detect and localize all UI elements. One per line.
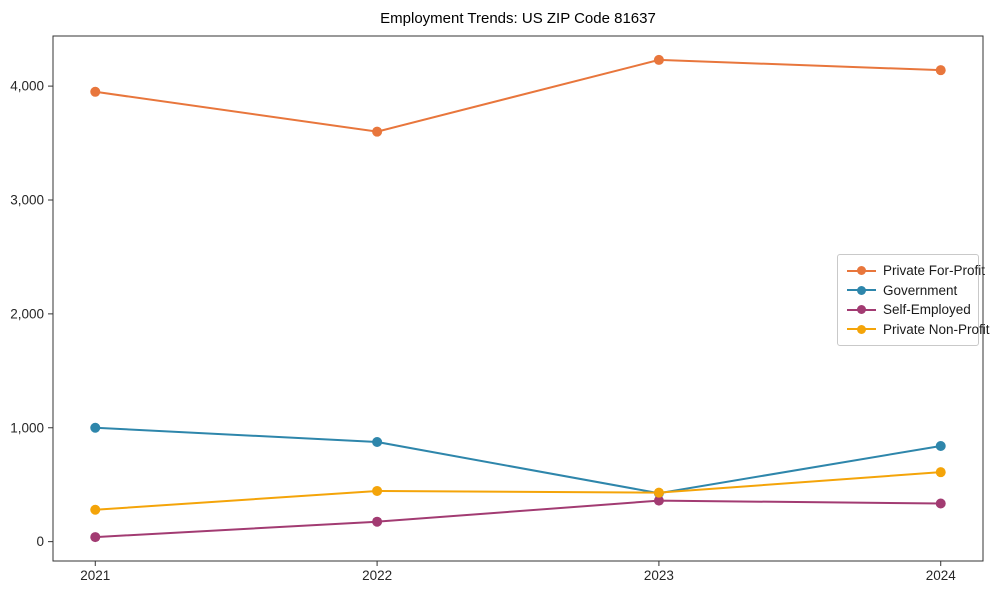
series-line-government [95,426,941,495]
x-tick-label: 2021 [80,568,110,583]
x-tick-label: 2024 [926,568,957,583]
data-point-self-employed [90,532,101,543]
data-point-self-employed [372,516,383,527]
legend-item-government: Government [847,281,970,301]
data-point-private-for-profit [935,65,946,76]
y-tick-label: 1,000 [10,420,44,435]
series-line-private-non-profit [95,471,941,511]
data-point-private-for-profit [653,54,664,65]
data-point-private-non-profit [372,485,383,496]
data-point-private-non-profit [90,504,101,515]
series-line-private-for-profit [95,58,941,133]
y-tick-label: 0 [36,534,44,549]
data-point-private-for-profit [90,86,101,97]
chart-title: Employment Trends: US ZIP Code 81637 [380,10,656,27]
legend-item-private-for-profit: Private For-Profit [847,261,985,281]
x-tick-label: 2022 [362,568,392,583]
line-marker-icon [847,265,876,276]
legend-label: Government [883,282,958,298]
data-point-self-employed [935,498,946,509]
data-point-private-non-profit [935,467,946,478]
legend-label: Private Non-Profit [883,321,990,337]
series-line-self-employed [95,499,941,539]
line-marker-icon [847,324,876,335]
data-point-government [935,440,946,451]
data-point-self-employed [653,495,664,506]
data-point-private-non-profit [653,487,664,498]
y-tick-label: 2,000 [10,306,44,321]
x-tick-label: 2023 [644,568,674,583]
line-marker-icon [847,304,876,315]
data-point-government [372,436,383,447]
legend-item-self-employed: Self-Employed [847,300,971,320]
legend: Private For-Profit Government Self-Emplo… [837,254,990,346]
legend-label: Self-Employed [883,302,971,318]
legend-label: Private For-Profit [883,263,986,279]
y-tick-label: 3,000 [10,192,44,207]
data-point-private-for-profit [372,126,383,137]
plot-frame [52,35,984,562]
legend-item-private-non-profit: Private Non-Profit [847,320,990,340]
y-tick-label: 4,000 [10,79,44,94]
data-point-government [90,422,101,433]
line-marker-icon [847,285,876,296]
